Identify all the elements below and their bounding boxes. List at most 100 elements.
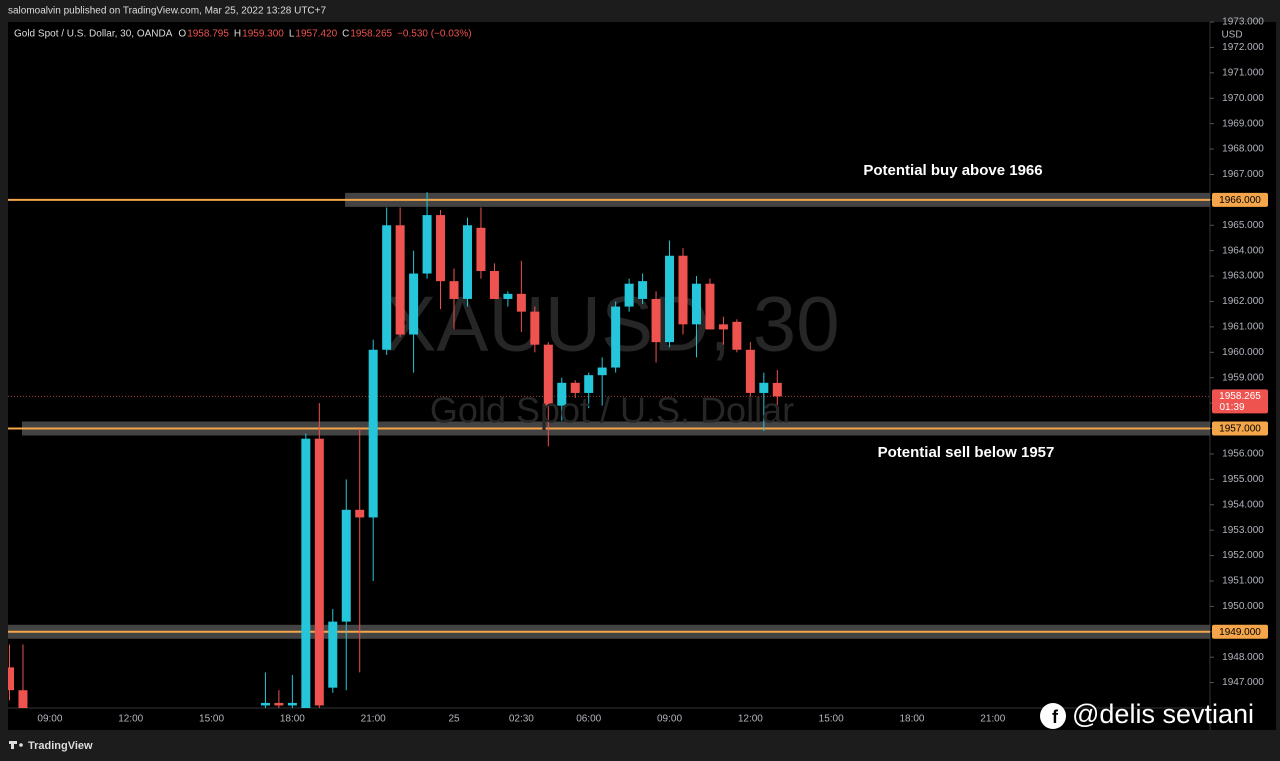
legend-symbol: Gold Spot / U.S. Dollar, 30, OANDA (14, 29, 173, 40)
candle-body (328, 621, 338, 688)
legend-key: C (342, 29, 349, 40)
y-tick-label: 1961.000 (1222, 322, 1264, 333)
legend: Gold Spot / U.S. Dollar, 30, OANDA O 1958.… (14, 29, 472, 40)
y-tick-label: 1952.000 (1222, 550, 1264, 561)
candle-body (274, 702, 284, 706)
published: salomoalvin published on TradingView.com… (8, 6, 326, 17)
candle-body (382, 225, 392, 350)
candle-body (543, 344, 553, 406)
y-tick-label: 1953.000 (1222, 525, 1264, 536)
y-tick-label: 1971.000 (1222, 67, 1264, 78)
credit: @delis sevtiani (1072, 699, 1254, 729)
legend-value: 1957.420 (295, 29, 337, 40)
y-tick-label: 1947.000 (1222, 677, 1264, 688)
candle-body (570, 382, 580, 393)
plot (8, 192, 1210, 708)
y-tick-label: 1950.000 (1222, 601, 1264, 612)
brand: TradingView (28, 740, 93, 752)
candle-body (368, 349, 378, 518)
y-tick-label: 1965.000 (1222, 220, 1264, 231)
x-tick-label: 12:00 (738, 714, 763, 725)
candle-body (314, 438, 324, 706)
y-tick-label: 1970.000 (1222, 93, 1264, 104)
candle-body (503, 293, 513, 299)
y-tick-label: 1954.000 (1222, 499, 1264, 510)
candle-body (18, 690, 28, 708)
candle-body (691, 283, 701, 325)
x-tick-label: 02:30 (509, 714, 534, 725)
candle-body (422, 215, 432, 274)
candle-body (772, 382, 782, 397)
candle-body (611, 306, 621, 368)
x-tick-label: 09:00 (37, 714, 62, 725)
legend-key: O (178, 29, 186, 40)
candle-body (301, 438, 311, 708)
candle-body (718, 324, 728, 330)
candle-body (355, 509, 365, 518)
y-tick-label: 1963.000 (1222, 271, 1264, 282)
candle-body (638, 281, 648, 299)
y-tick-label: 1955.000 (1222, 474, 1264, 485)
y-tick-label: 1968.000 (1222, 144, 1264, 155)
x-tick-label: 18:00 (280, 714, 305, 725)
candle-body (557, 382, 567, 406)
y-tick-label: 1956.000 (1222, 449, 1264, 460)
level-label: 1966.000 (1219, 195, 1261, 206)
candle-body (516, 293, 526, 312)
last-price-badge (1212, 389, 1268, 414)
y-tick-label: 1948.000 (1222, 652, 1264, 663)
y-tick-label: 1973.000 (1222, 17, 1264, 28)
x-tick-label: 21:00 (980, 714, 1005, 725)
legend-key: L (289, 29, 295, 40)
candle-body (287, 702, 297, 706)
candle-body (732, 321, 742, 350)
watermark-name: Gold Spot / U.S. Dollar (430, 390, 794, 431)
candle-body (584, 375, 594, 393)
level-badge (1212, 624, 1268, 639)
x-tick-label: 15:00 (819, 714, 844, 725)
x-tick-label: 25 (448, 714, 460, 725)
last-price-timer: 01:39 (1219, 402, 1244, 413)
candle-body (530, 311, 540, 345)
candle-body (462, 225, 472, 299)
legend-key: H (234, 29, 241, 40)
y-tick-label: 1967.000 (1222, 169, 1264, 180)
annotation: Potential sell below 1957 (878, 444, 1055, 461)
annotation: Potential buy above 1966 (863, 162, 1042, 179)
y-tick-label: 1960.000 (1222, 347, 1264, 358)
candle-body (705, 283, 715, 330)
currency: USD (1221, 30, 1242, 41)
candle-body (436, 215, 446, 282)
x-tick-label: 21:00 (361, 714, 386, 725)
legend-change: −0.530 (−0.03%) (397, 29, 472, 40)
y-tick-label: 1969.000 (1222, 118, 1264, 129)
x-tick-label: 09:00 (657, 714, 682, 725)
legend-value: 1958.795 (187, 29, 229, 40)
svg-text:f: f (1052, 707, 1059, 727)
x-tick-label: 12:00 (118, 714, 143, 725)
candle-body (597, 367, 607, 376)
candle-body (678, 255, 688, 325)
candle-body (624, 283, 634, 307)
candle-body (260, 702, 270, 706)
x-tick-label: 06:00 (576, 714, 601, 725)
candle-body (8, 667, 14, 691)
candle-body (759, 382, 769, 393)
brand-logo (9, 741, 23, 749)
y-tick-label: 1959.000 (1222, 372, 1264, 383)
y-tick-label: 1951.000 (1222, 576, 1264, 587)
last-price-label: 1958.265 (1219, 391, 1261, 402)
candle-body (476, 227, 486, 271)
level-label: 1957.000 (1219, 424, 1261, 435)
level-badge (1212, 421, 1268, 436)
level-label: 1949.000 (1219, 627, 1261, 638)
candle-body (745, 349, 755, 393)
chart-bg (8, 22, 1276, 730)
x-tick-label: 15:00 (199, 714, 224, 725)
candle-body (665, 255, 675, 343)
y-tick-label: 1972.000 (1222, 42, 1264, 53)
credit-icon: f (1040, 703, 1066, 729)
candle-body (651, 298, 661, 343)
candle-body (409, 273, 419, 335)
